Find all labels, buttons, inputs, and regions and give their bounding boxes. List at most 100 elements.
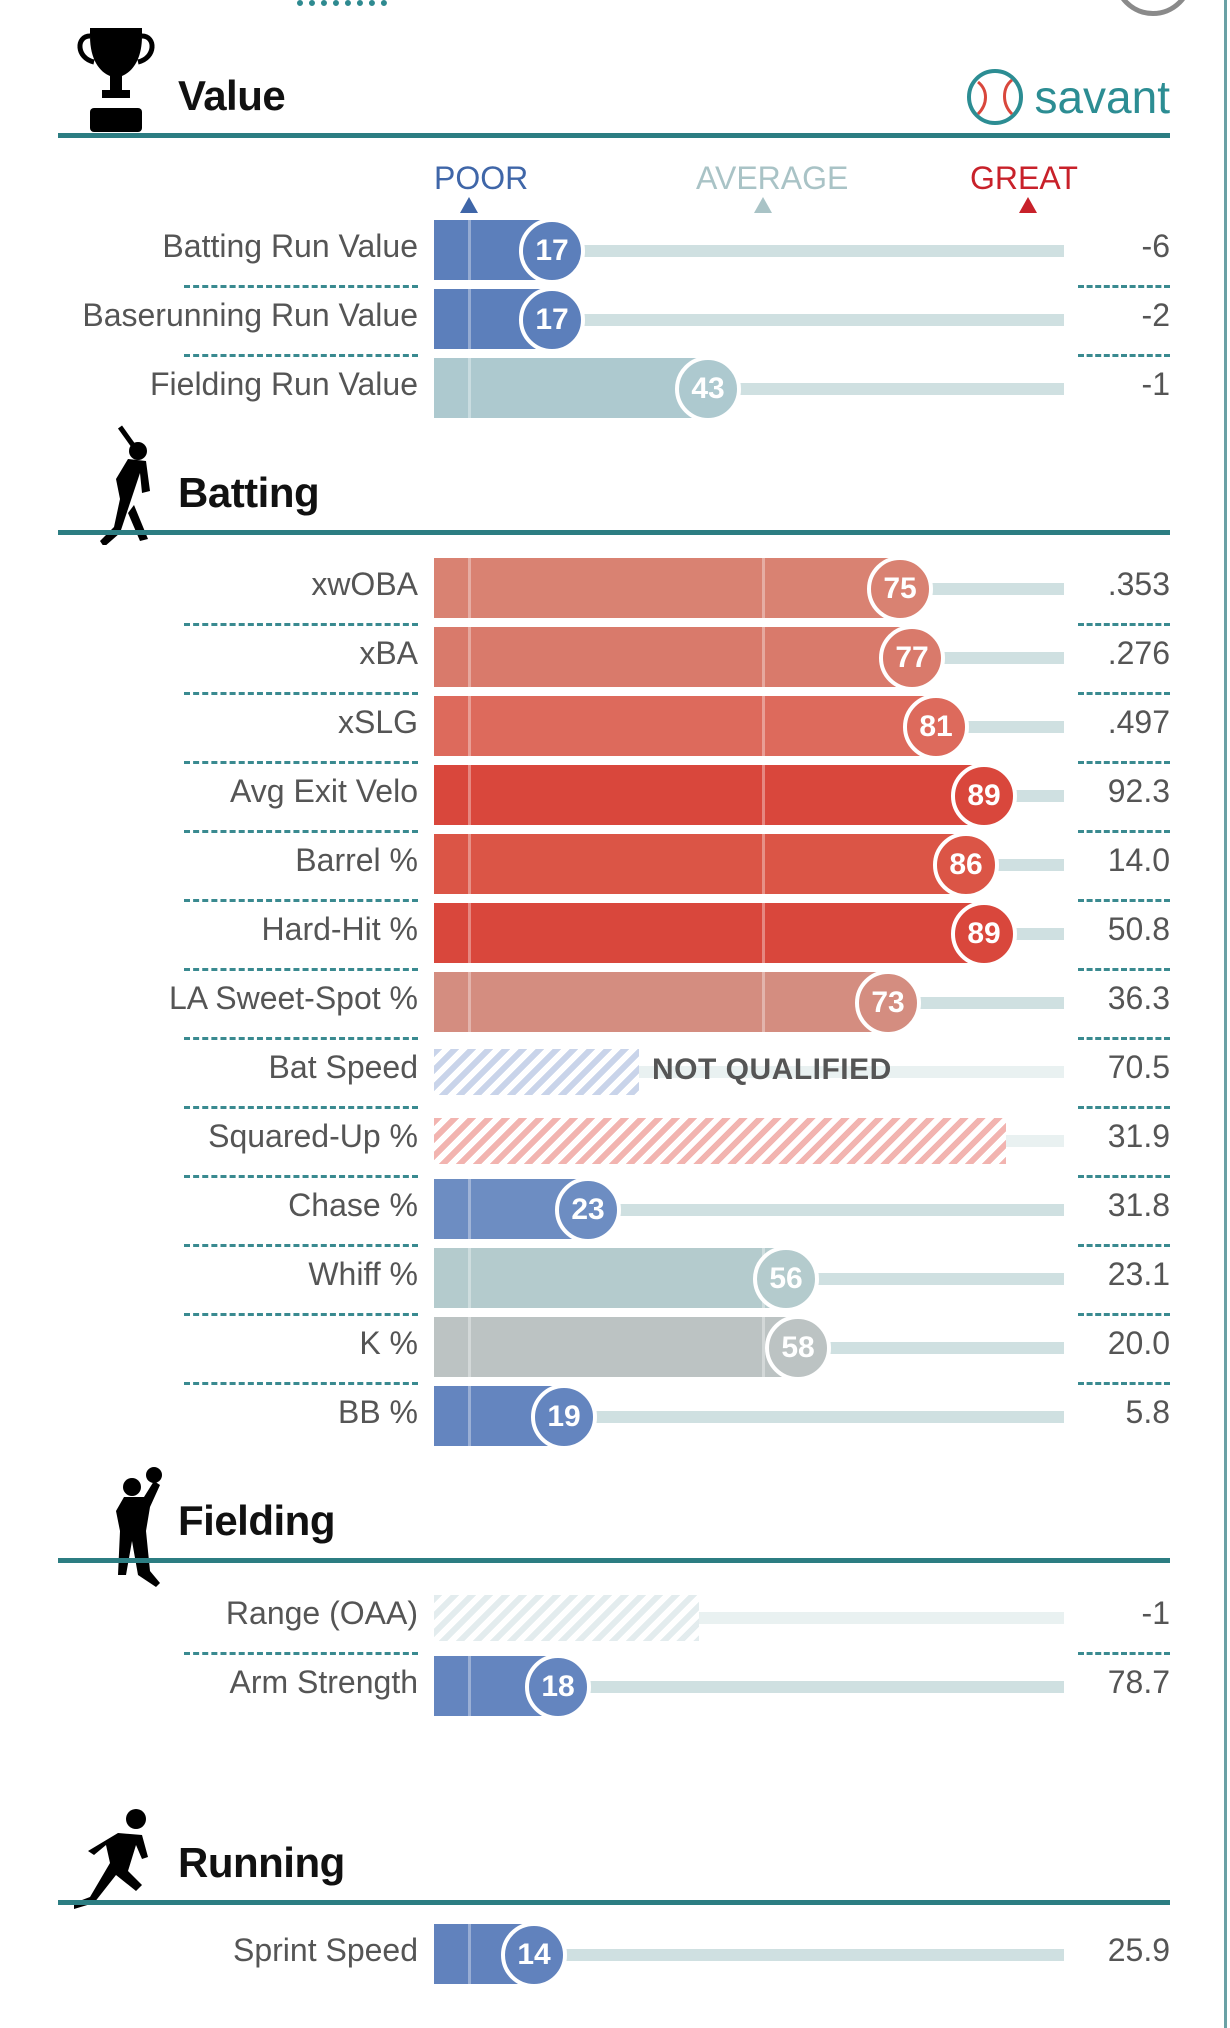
scale-label-great: GREAT (970, 160, 1078, 196)
row-range-oaa[interactable]: Range (OAA) -1 (0, 1587, 1230, 1647)
metric-label: Batting Run Value (162, 228, 418, 264)
section-rule-batting (58, 530, 1170, 535)
metric-label: Fielding Run Value (149, 366, 418, 402)
row-bat-speed[interactable]: Bat Speed NOT QUALIFIED 70.5 (0, 1041, 1230, 1101)
section-title-running: Running (178, 1839, 345, 1886)
metric-value: 50.8 (1107, 911, 1170, 947)
metric-label: xBA (359, 635, 418, 671)
row-bb-pct[interactable]: BB % 19 5.8 (0, 1384, 1230, 1450)
percentile-bar (434, 1248, 786, 1308)
trophy-icon (72, 28, 168, 154)
metric-label: xSLG (337, 704, 418, 740)
percentile-bubble: 14 (501, 1922, 567, 1988)
percentile-bubble: 89 (951, 763, 1017, 829)
section-header-fielding: Fielding (58, 1453, 1170, 1587)
poor-reference-line (468, 558, 471, 618)
percentile-bubble: 17 (519, 287, 585, 353)
percentile-bubble: 86 (933, 832, 999, 898)
metric-value: 25.9 (1107, 1932, 1170, 1968)
row-divider-left (184, 1105, 418, 1109)
poor-reference-line (468, 1924, 471, 1984)
unqualified-hatched-bar (434, 1595, 699, 1641)
average-reference-line (762, 903, 765, 963)
percentile-track (434, 245, 1064, 257)
row-squared-up-pct[interactable]: Squared-Up % 31.9 (0, 1110, 1230, 1170)
metric-value: 5.8 (1125, 1394, 1170, 1430)
metric-value: 36.3 (1107, 980, 1170, 1016)
row-hard-hit-pct[interactable]: Hard-Hit % 89 50.8 (0, 901, 1230, 967)
metric-label: LA Sweet-Spot % (168, 980, 418, 1016)
metric-value: .497 (1107, 704, 1170, 740)
percentile-track (434, 314, 1064, 326)
metric-value: 92.3 (1107, 773, 1170, 809)
row-divider-left (184, 1174, 418, 1178)
average-reference-line (762, 765, 765, 825)
average-reference-line (762, 834, 765, 894)
row-divider-right (1078, 1105, 1170, 1109)
row-fielding-run-value[interactable]: Fielding Run Value 43 -1 (0, 356, 1230, 422)
row-xba[interactable]: xBA 77 .276 (0, 625, 1230, 691)
average-reference-line (762, 972, 765, 1032)
average-reference-line (762, 1317, 765, 1377)
row-divider-right (1078, 1651, 1170, 1655)
row-la-sweet-spot-pct[interactable]: LA Sweet-Spot % 73 36.3 (0, 970, 1230, 1036)
percentile-track (434, 1681, 1064, 1693)
percentile-bubble: 56 (753, 1246, 819, 1312)
percentile-bar (434, 903, 984, 963)
row-xwoba[interactable]: xwOBA 75 .353 (0, 556, 1230, 622)
average-reference-line (762, 558, 765, 618)
row-batting-run-value[interactable]: Batting Run Value 17 -6 (0, 218, 1230, 284)
metric-label: BB % (337, 1394, 418, 1430)
percentile-bar (434, 558, 900, 618)
percentile-bubble: 23 (555, 1177, 621, 1243)
section-title-fielding: Fielding (178, 1497, 336, 1544)
row-divider-left (184, 622, 418, 626)
metric-value: 70.5 (1107, 1049, 1170, 1085)
row-divider-left (184, 829, 418, 833)
row-whiff-pct[interactable]: Whiff % 56 23.1 (0, 1246, 1230, 1312)
not-qualified-label: NOT QUALIFIED (652, 1053, 892, 1086)
metric-label: Bat Speed (268, 1049, 418, 1085)
row-divider-right (1078, 1174, 1170, 1178)
row-divider-left (184, 691, 418, 695)
percentile-bar (434, 834, 966, 894)
baseball-icon (967, 69, 1024, 125)
poor-reference-line (468, 1656, 471, 1716)
row-divider-left (184, 760, 418, 764)
metric-label: Range (OAA) (225, 1595, 418, 1631)
great-marker-icon (1019, 197, 1037, 213)
top-circle-decoration (1113, 0, 1193, 16)
metric-value: -6 (1141, 228, 1170, 264)
row-xslg[interactable]: xSLG 81 .497 (0, 694, 1230, 760)
percentile-bar (434, 627, 912, 687)
row-divider-left (184, 967, 418, 971)
poor-reference-line (468, 358, 471, 418)
row-barrel-pct[interactable]: Barrel % 86 14.0 (0, 832, 1230, 898)
metric-label: Whiff % (308, 1256, 418, 1292)
row-divider-right (1078, 1312, 1170, 1316)
row-divider-left (184, 898, 418, 902)
metric-label: Squared-Up % (208, 1118, 418, 1154)
row-chase-pct[interactable]: Chase % 23 31.8 (0, 1177, 1230, 1243)
row-divider-right (1078, 622, 1170, 626)
row-sprint-speed[interactable]: Sprint Speed 14 25.9 (0, 1922, 1230, 1988)
row-divider-right (1078, 760, 1170, 764)
percentile-bubble: 19 (531, 1384, 597, 1450)
unqualified-hatched-bar (434, 1118, 1006, 1164)
metric-value: 31.9 (1107, 1118, 1170, 1154)
poor-reference-line (468, 220, 471, 280)
metric-value: 31.8 (1107, 1187, 1170, 1223)
percentile-bubble: 89 (951, 901, 1017, 967)
row-baserunning-run-value[interactable]: Baserunning Run Value 17 -2 (0, 287, 1230, 353)
savant-logo[interactable]: savant (966, 68, 1170, 126)
row-k-pct[interactable]: K % 58 20.0 (0, 1315, 1230, 1381)
row-arm-strength[interactable]: Arm Strength 18 78.7 (0, 1654, 1230, 1720)
percentile-bubble: 75 (867, 556, 933, 622)
percentile-bubble: 77 (879, 625, 945, 691)
percentile-bar (434, 1317, 798, 1377)
row-avg-exit-velo[interactable]: Avg Exit Velo 89 92.3 (0, 763, 1230, 829)
unqualified-hatched-bar (434, 1049, 639, 1095)
row-divider-left (184, 1651, 418, 1655)
poor-reference-line (468, 1248, 471, 1308)
savant-text: savant (1034, 71, 1170, 123)
